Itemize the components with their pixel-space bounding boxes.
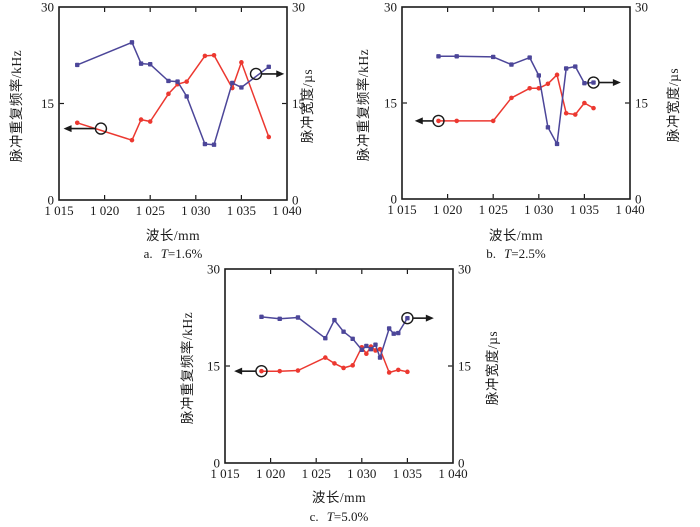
chart-c-caption: c. T=5.0% [239, 509, 439, 525]
svg-text:0: 0 [391, 192, 398, 207]
chart-a: 1 015 1 020 1 025 1 030 1 035 1 040 0 0 15 15 30 30… [0, 0, 350, 263]
svg-text:1 020: 1 020 [256, 466, 285, 481]
svg-text:15: 15 [41, 96, 54, 111]
chart-c: 1 015 1 020 1 025 1 030 1 035 1 040 0 0 15 15 30 30… [175, 262, 525, 527]
svg-text:1 040: 1 040 [438, 466, 467, 481]
chart-b-caption: b. T=2.5% [416, 246, 616, 262]
chart-a-x-axis-label: 波长/mm [145, 228, 201, 243]
chart-b-right-axis-label: 脉冲宽度/µs [666, 67, 681, 143]
svg-text:1 030: 1 030 [347, 466, 376, 481]
caption-value: =2.5% [511, 246, 546, 261]
caption-value: =1.6% [167, 246, 203, 261]
svg-text:1 015: 1 015 [387, 202, 416, 217]
svg-text:0: 0 [214, 456, 221, 471]
chart-b-x-axis-label: 波长/mm [488, 228, 544, 243]
svg-text:15: 15 [207, 359, 220, 374]
svg-text:1 015: 1 015 [210, 466, 239, 481]
svg-text:15: 15 [384, 96, 397, 111]
svg-text:30: 30 [207, 262, 220, 277]
svg-text:1 035: 1 035 [227, 203, 256, 218]
chart-c-left-axis-label: 脉冲重复频率/kHz [180, 311, 195, 425]
svg-text:1 025: 1 025 [479, 202, 508, 217]
svg-text:1 025: 1 025 [302, 466, 331, 481]
svg-text:30: 30 [635, 0, 648, 15]
caption-letter: b. [486, 246, 497, 261]
chart-a-caption: a. T=1.6% [73, 246, 273, 262]
svg-text:1 020: 1 020 [433, 202, 462, 217]
svg-text:15: 15 [292, 96, 305, 111]
svg-text:0: 0 [458, 456, 465, 471]
svg-text:30: 30 [384, 0, 397, 15]
chart-b-left-axis-label: 脉冲重复频率/kHz [356, 48, 371, 162]
chart-b: 1 015 1 020 1 025 1 030 1 035 1 040 0 0 15 15 30 30… [350, 0, 700, 263]
svg-text:1 040: 1 040 [272, 203, 301, 218]
svg-text:1 035: 1 035 [393, 466, 422, 481]
svg-text:1 030: 1 030 [181, 203, 210, 218]
caption-letter: c. [309, 509, 319, 524]
chart-a-left-axis-label: 脉冲重复频率/kHz [9, 49, 24, 163]
svg-text:1 030: 1 030 [524, 202, 553, 217]
caption-value: =5.0% [333, 509, 369, 524]
svg-text:0: 0 [292, 193, 299, 208]
svg-text:30: 30 [458, 262, 471, 277]
svg-text:30: 30 [292, 0, 305, 15]
chart-a-right-axis-label: 脉冲宽度/µs [300, 68, 315, 144]
svg-text:30: 30 [41, 0, 54, 15]
caption-variable: T [326, 509, 334, 524]
chart-c-right-axis-label: 脉冲宽度/µs [485, 330, 500, 406]
svg-text:15: 15 [458, 359, 471, 374]
chart-c-x-axis-label: 波长/mm [311, 490, 367, 505]
caption-variable: T [160, 246, 168, 261]
svg-text:1 025: 1 025 [136, 203, 165, 218]
svg-text:0: 0 [48, 193, 55, 208]
svg-text:0: 0 [635, 192, 642, 207]
svg-text:1 020: 1 020 [90, 203, 119, 218]
caption-letter: a. [143, 246, 153, 261]
svg-text:1 035: 1 035 [570, 202, 599, 217]
svg-text:1 015: 1 015 [44, 203, 73, 218]
svg-text:15: 15 [635, 96, 648, 111]
svg-text:1 040: 1 040 [615, 202, 644, 217]
caption-variable: T [504, 246, 512, 261]
